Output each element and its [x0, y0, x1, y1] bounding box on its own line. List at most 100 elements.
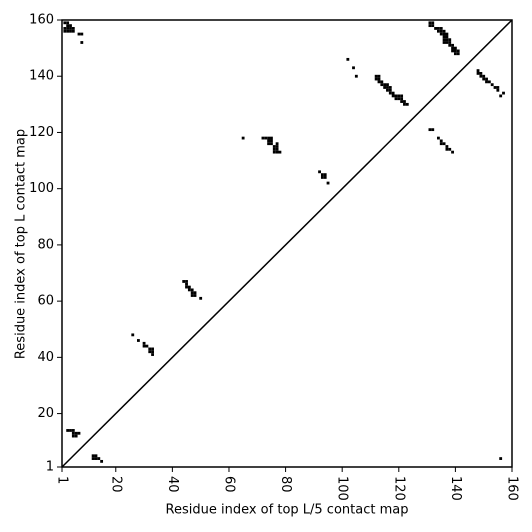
contact-cell — [456, 52, 460, 56]
contact-cell — [71, 429, 75, 432]
contact-cell — [442, 41, 446, 44]
contact-cell — [66, 21, 70, 25]
contact-cell — [377, 77, 381, 81]
contact-cell — [442, 29, 446, 33]
contact-cell — [485, 77, 488, 81]
contact-cell — [185, 282, 188, 286]
contact-cell — [63, 29, 67, 33]
contact-cell — [94, 457, 98, 460]
x-tick-label: 120 — [391, 476, 406, 501]
contact-cell — [394, 97, 398, 101]
contact-cell — [445, 145, 449, 148]
contact-cell — [380, 80, 384, 84]
contact-cell — [445, 38, 449, 42]
contact-cell — [448, 147, 452, 151]
contact-cell — [267, 142, 271, 146]
contact-cell — [431, 21, 435, 25]
contact-cell — [66, 24, 70, 28]
contact-cell — [386, 83, 389, 87]
contact-cell — [428, 24, 432, 28]
contact-cell — [193, 291, 197, 295]
contact-cell — [145, 344, 149, 348]
contact-cell — [193, 294, 197, 297]
contact-cell — [91, 457, 95, 460]
contact-cell — [391, 94, 395, 98]
contact-cell — [400, 94, 404, 98]
contact-cell — [499, 94, 503, 98]
contact-cell — [190, 288, 194, 292]
diagonal — [61, 19, 513, 468]
contact-cell — [383, 86, 387, 89]
contact-cell — [71, 434, 75, 438]
contact-cell — [437, 29, 440, 33]
contact-cell — [451, 46, 454, 50]
x-tick-label: 1 — [55, 476, 70, 484]
contact-cell — [187, 288, 191, 292]
contact-cell — [397, 97, 401, 101]
contact-cell — [453, 46, 457, 50]
contact-cell — [445, 41, 449, 44]
contact-cell — [275, 145, 279, 148]
contact-cell — [485, 80, 488, 84]
contact-cell — [456, 49, 460, 53]
contact-cell — [267, 136, 271, 140]
contact-cell — [386, 88, 389, 92]
contact-cell — [71, 29, 75, 33]
contact-cell — [490, 83, 494, 87]
contact-cell — [71, 431, 75, 435]
contact-cell — [487, 80, 491, 84]
contact-cell — [403, 102, 406, 106]
contact-cell — [374, 77, 378, 81]
contact-cell — [275, 150, 279, 154]
contact-cell — [261, 136, 265, 140]
contact-cell — [453, 52, 457, 56]
contact-cell — [272, 147, 276, 151]
contact-cell — [448, 41, 452, 44]
contact-cell — [267, 139, 271, 143]
contact-cell — [80, 41, 84, 44]
contact-cell — [439, 32, 443, 36]
x-tick-label: 100 — [335, 476, 350, 501]
contact-cell — [445, 32, 449, 36]
x-tick-label: 140 — [448, 476, 463, 501]
contact-cell — [448, 38, 452, 42]
contact-cell — [451, 150, 454, 154]
contact-cell — [199, 296, 203, 300]
contact-cell — [428, 21, 432, 25]
y-tick-label: 120 — [29, 125, 54, 140]
contact-cell — [482, 74, 486, 78]
contact-cell — [445, 35, 449, 39]
contact-cell — [354, 74, 358, 78]
plot-frame — [61, 19, 513, 468]
contact-cell — [439, 29, 443, 33]
contact-cell — [320, 176, 324, 179]
contact-cell — [431, 24, 435, 28]
contact-cell — [270, 142, 273, 146]
contact-cell — [69, 429, 72, 432]
contact-cell — [151, 350, 154, 354]
contact-cell — [272, 145, 276, 148]
contact-cell — [346, 57, 350, 61]
contact-cell — [137, 339, 140, 342]
contact-cell — [377, 80, 381, 84]
contact-cell — [442, 142, 446, 146]
contact-cell — [69, 29, 72, 33]
contact-cell — [142, 344, 146, 348]
contact-cell — [326, 181, 330, 185]
contact-cell — [241, 136, 245, 140]
contact-cell — [77, 431, 81, 435]
contact-cell — [100, 459, 104, 463]
contact-cell — [66, 29, 70, 33]
contact-cell — [272, 150, 276, 154]
contact-cell — [386, 86, 389, 89]
contact-cell — [80, 32, 84, 36]
contact-cell — [91, 454, 95, 458]
contact-cell — [151, 347, 154, 351]
contact-cell — [377, 74, 381, 78]
contact-cell — [148, 347, 152, 351]
contact-cell — [383, 83, 387, 87]
y-tick-label: 60 — [37, 294, 54, 309]
contact-cell — [388, 91, 392, 95]
contact-cell — [439, 142, 443, 146]
